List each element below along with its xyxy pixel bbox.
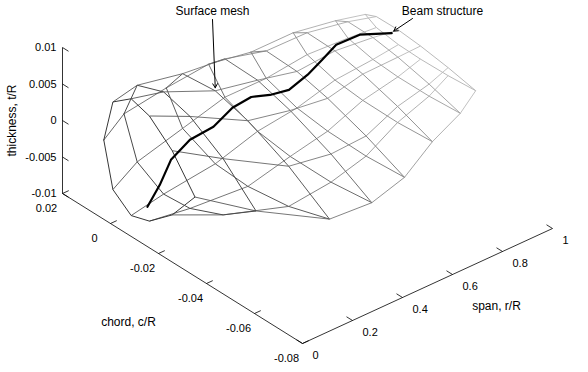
svg-text:0.01: 0.01 [35, 41, 56, 53]
svg-text:0.2: 0.2 [363, 326, 378, 338]
svg-text:0.6: 0.6 [463, 280, 478, 292]
svg-text:thickness, t/R: thickness, t/R [5, 84, 19, 156]
svg-text:-0.06: -0.06 [226, 322, 251, 334]
svg-text:0.8: 0.8 [513, 257, 528, 269]
svg-text:-0.02: -0.02 [130, 262, 155, 274]
svg-text:-0.08: -0.08 [274, 352, 299, 364]
svg-text:0: 0 [50, 114, 56, 126]
svg-text:0: 0 [313, 349, 319, 361]
svg-text:span, r/R: span, r/R [472, 299, 521, 313]
svg-text:chord, c/R: chord, c/R [101, 315, 156, 329]
svg-text:0.005: 0.005 [29, 78, 57, 90]
svg-text:1: 1 [563, 234, 569, 246]
svg-text:Surface mesh: Surface mesh [175, 4, 249, 18]
svg-text:-0.005: -0.005 [25, 151, 56, 163]
svg-text:0.02: 0.02 [36, 202, 57, 214]
svg-text:-0.01: -0.01 [31, 187, 56, 199]
svg-text:Beam structure: Beam structure [402, 4, 484, 18]
svg-text:0: 0 [91, 232, 97, 244]
svg-text:0.4: 0.4 [413, 303, 428, 315]
svg-text:-0.04: -0.04 [178, 292, 203, 304]
